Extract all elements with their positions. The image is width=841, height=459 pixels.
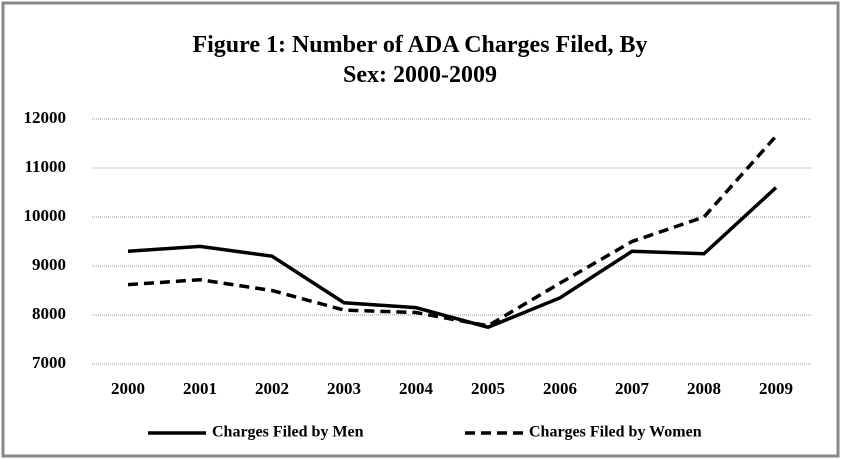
- x-tick-label: 2000: [111, 379, 145, 398]
- y-tick-label: 8000: [32, 304, 66, 323]
- y-tick-label: 7000: [32, 353, 66, 372]
- x-tick-label: 2003: [327, 379, 361, 398]
- x-tick-label: 2008: [687, 379, 721, 398]
- line-series: [127, 186, 778, 330]
- x-tick-label: 2002: [255, 379, 289, 398]
- y-tick-label: 9000: [32, 255, 66, 274]
- legend-label: Charges Filed by Men: [212, 424, 364, 441]
- x-tick-label: 2006: [543, 379, 577, 398]
- x-tick-label: 2001: [183, 379, 217, 398]
- y-tick-label: 12000: [24, 108, 67, 127]
- x-tick-label: 2007: [615, 379, 650, 398]
- x-tick-label: 2009: [759, 379, 793, 398]
- x-tick-label: 2004: [399, 379, 434, 398]
- chart-title: Figure 1: Number of ADA Charges Filed, B…: [192, 32, 648, 88]
- y-tick-label: 10000: [24, 206, 67, 225]
- line-series: [127, 134, 778, 328]
- y-tick-label: 11000: [24, 157, 66, 176]
- legend-label: Charges Filed by Women: [529, 424, 702, 441]
- x-tick-label: 2005: [471, 379, 505, 398]
